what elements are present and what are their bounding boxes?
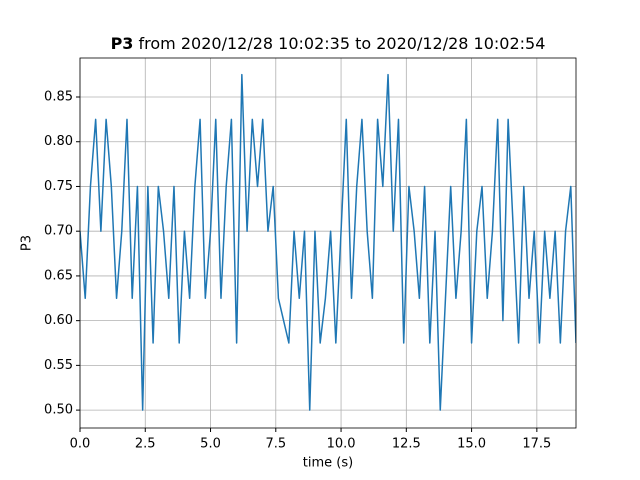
y-tick-label: 0.85 <box>44 90 73 105</box>
x-tick-label: 2.5 <box>135 437 156 452</box>
title-bold: P3 <box>111 34 134 53</box>
y-tick-label: 0.75 <box>44 179 73 194</box>
x-tick-label: 10.0 <box>327 437 356 452</box>
x-tick-label: 5.0 <box>200 437 221 452</box>
x-tick-label: 15.0 <box>457 437 486 452</box>
x-axis-label: time (s) <box>303 456 353 471</box>
y-tick-label: 0.70 <box>44 224 73 239</box>
title-text: from 2020/12/28 10:02:35 to 2020/12/28 1… <box>139 34 546 53</box>
y-axis-label: P3 <box>20 235 35 251</box>
plot-frame <box>79 57 577 429</box>
x-tick-label: 12.5 <box>392 437 421 452</box>
x-tick-label: 17.5 <box>522 437 551 452</box>
y-tick-label: 0.55 <box>44 358 73 373</box>
data-line <box>80 73 576 411</box>
y-tick-label: 0.80 <box>44 134 73 149</box>
y-tick-label: 0.60 <box>44 313 73 328</box>
y-tick-label: 0.50 <box>44 403 73 418</box>
x-tick-label: 0.0 <box>70 437 91 452</box>
chart-title: P3 from 2020/12/28 10:02:35 to 2020/12/2… <box>111 34 546 53</box>
x-tick-label: 7.5 <box>265 437 286 452</box>
y-tick-label: 0.65 <box>44 268 73 283</box>
